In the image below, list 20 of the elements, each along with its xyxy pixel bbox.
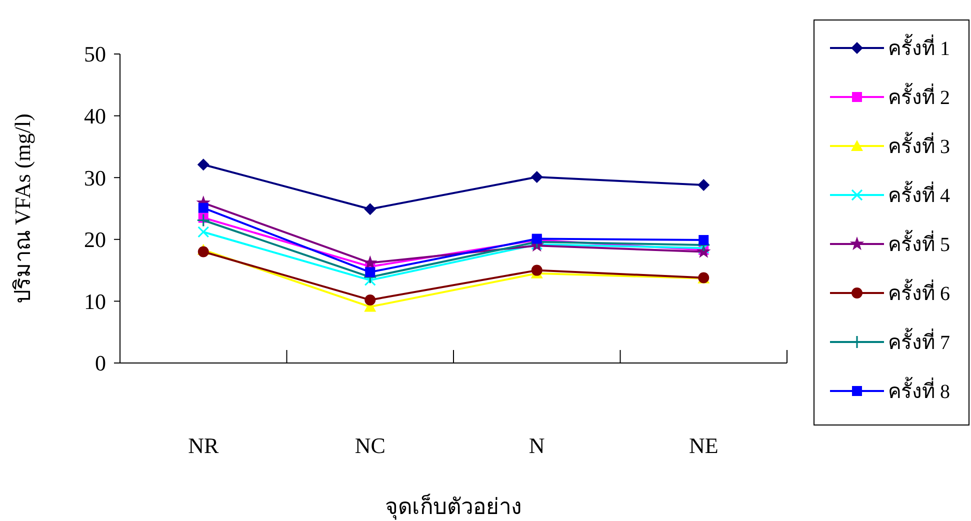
y-tick-label: 0	[95, 350, 106, 376]
legend-label: ครั้งที่ 5	[888, 230, 950, 256]
legend-label: ครั้งที่ 8	[888, 377, 950, 403]
y-axis-title: ปริมาณ VFAs (mg/l)	[10, 114, 35, 304]
legend-label: ครั้งที่ 6	[888, 279, 950, 305]
x-axis-title: จุดเก็บตัวอย่าง	[385, 492, 522, 520]
y-tick-label: 10	[84, 288, 106, 314]
y-tick-label: 20	[84, 227, 106, 252]
x-tick-label: NR	[188, 433, 219, 458]
legend-label: ครั้งที่ 4	[888, 181, 950, 207]
y-tick-label: 30	[84, 165, 106, 190]
x-tick-label: NC	[354, 433, 386, 458]
x-tick-label: NE	[688, 433, 718, 458]
y-tick-label: 40	[84, 104, 106, 128]
legend-label: ครั้งที่ 1	[888, 34, 950, 60]
y-tick-label: 50	[84, 42, 106, 67]
legend-label: ครั้งที่ 3	[888, 132, 950, 158]
legend-label: ครั้งที่ 7	[888, 328, 950, 354]
x-tick-label: N	[528, 433, 545, 458]
legend-label: ครั้งที่ 2	[888, 83, 950, 109]
